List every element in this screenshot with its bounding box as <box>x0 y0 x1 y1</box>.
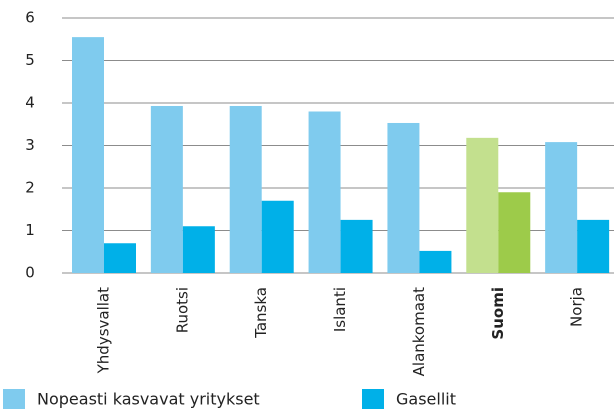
y-tick-label: 5 <box>25 51 35 69</box>
bar <box>545 142 578 273</box>
legend-label: Gasellit <box>396 390 456 409</box>
bar <box>577 219 610 273</box>
bar <box>466 137 499 273</box>
bar <box>261 200 294 273</box>
legend-swatch <box>3 389 25 409</box>
x-tick-label: Islanti <box>331 287 349 332</box>
x-tick-label: Alankomaat <box>410 287 428 376</box>
bar <box>419 250 452 273</box>
y-tick-label: 0 <box>25 264 35 282</box>
legend-swatch <box>362 389 384 409</box>
bar <box>308 111 341 273</box>
y-tick-label: 4 <box>25 94 35 112</box>
bar <box>182 226 215 273</box>
x-tick-label: Tanska <box>252 287 270 339</box>
y-tick-label: 3 <box>25 136 35 154</box>
bar <box>498 192 531 273</box>
y-tick-label: 1 <box>25 221 35 239</box>
bar <box>229 105 262 273</box>
bar <box>340 219 373 273</box>
bar <box>387 122 420 273</box>
bar <box>104 243 136 273</box>
x-tick-label: Suomi <box>489 287 507 340</box>
bar <box>150 105 183 273</box>
legend-label: Nopeasti kasvavat yritykset <box>37 390 260 409</box>
bar <box>72 37 104 273</box>
x-tick-label: Yhdysvallat <box>95 287 113 374</box>
y-tick-label: 2 <box>25 179 35 197</box>
x-tick-label: Ruotsi <box>173 287 191 333</box>
x-tick-label: Norja <box>568 287 586 327</box>
y-tick-label: 6 <box>25 9 35 27</box>
